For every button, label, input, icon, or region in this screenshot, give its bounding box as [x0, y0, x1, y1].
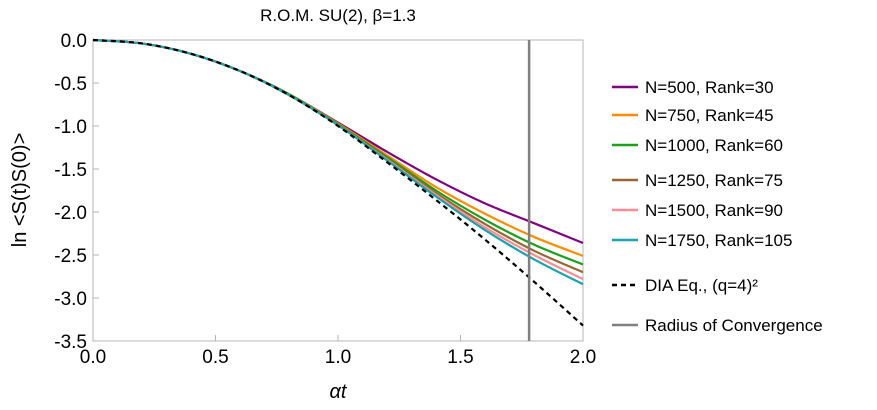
x-tick-label: 1.5: [447, 347, 473, 368]
y-tick-label: -1.5: [54, 160, 87, 181]
y-axis-title-text: ln <S(t)S(0)>: [9, 133, 31, 247]
legend-label: N=500, Rank=30: [645, 78, 774, 97]
series-line-6: [92, 38, 584, 327]
legend-label: N=1750, Rank=105: [645, 231, 792, 250]
legend-label: DIA Eq., (q=4)²: [645, 276, 758, 295]
series-line-2: [92, 38, 584, 266]
x-tick-label: 0.5: [202, 347, 228, 368]
x-tick-label: 0.0: [80, 347, 106, 368]
series-line-4: [92, 38, 584, 281]
y-axis-title: ln <S(t)S(0)>: [9, 133, 31, 247]
y-tick-label: -1.0: [54, 117, 87, 138]
legend-label: N=750, Rank=45: [645, 106, 774, 125]
series-layer: [92, 38, 584, 341]
y-axis: 0.0 -0.5 -1.0 -1.5 -2.0 -2.5 -3.0 -3.5: [54, 31, 99, 353]
legend-label: Radius of Convergence: [645, 316, 823, 335]
plot-border: [92, 39, 584, 342]
series-line-3: [92, 38, 584, 274]
legend-label: N=1500, Rank=90: [645, 201, 783, 220]
y-tick-label: -0.5: [54, 74, 87, 95]
legend-label: N=1250, Rank=75: [645, 171, 783, 190]
y-tick-label: -3.5: [54, 332, 87, 353]
y-tick-label: -3.0: [54, 289, 87, 310]
legend: N=500, Rank=30 N=750, Rank=45 N=1000, Rank…: [612, 78, 823, 335]
y-tick-label: 0.0: [61, 31, 87, 52]
x-axis-title: αt: [330, 381, 348, 403]
x-tick-label: 2.0: [570, 347, 596, 368]
series-line-1: [92, 38, 584, 257]
plot-frame: [92, 39, 584, 342]
y-tick-label: -2.5: [54, 246, 87, 267]
series-line-0: [92, 38, 584, 244]
series-line-5: [92, 38, 584, 286]
legend-label: N=1000, Rank=60: [645, 136, 783, 155]
y-tick-label: -2.0: [54, 203, 87, 224]
chart-title: R.O.M. SU(2), β=1.3: [260, 6, 416, 25]
x-axis: 0.0 0.5 1.0 1.5 2.0: [80, 335, 596, 368]
x-tick-label: 1.0: [325, 347, 351, 368]
